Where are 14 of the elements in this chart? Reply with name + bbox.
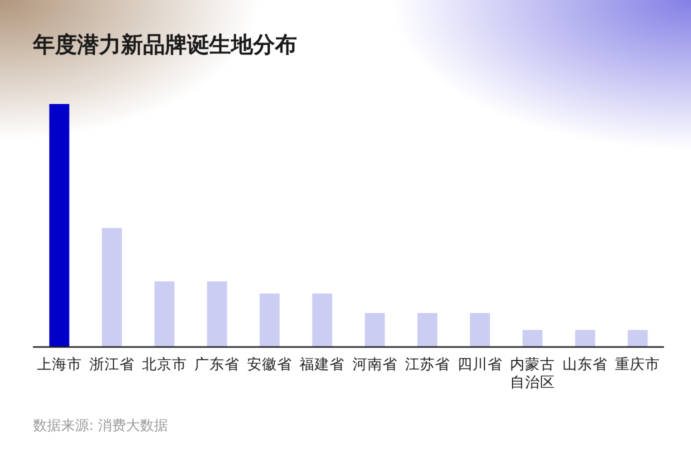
x-tick-label: 安徽省 [247,357,292,373]
x-tick-label: 浙江省 [89,357,134,373]
x-tick-label: 内蒙古自治区 [510,357,556,391]
x-tick-label: 山东省 [562,357,608,373]
title: 年度潜力新品牌诞生地分布 [33,33,297,58]
annotation: 数据来源: 消费大数据 [33,418,168,434]
x-tick-label: 重庆市 [615,357,660,373]
x-tick-label: 上海市 [36,357,82,373]
x-tick-label: 四川省 [457,357,502,373]
x-tick-label: 河南省 [352,357,398,373]
x-tick-label: 北京市 [142,357,187,373]
x-tick-label: 江苏省 [404,357,450,373]
x-tick-label: 福建省 [300,357,345,373]
x-tick-label: 广东省 [194,357,240,373]
